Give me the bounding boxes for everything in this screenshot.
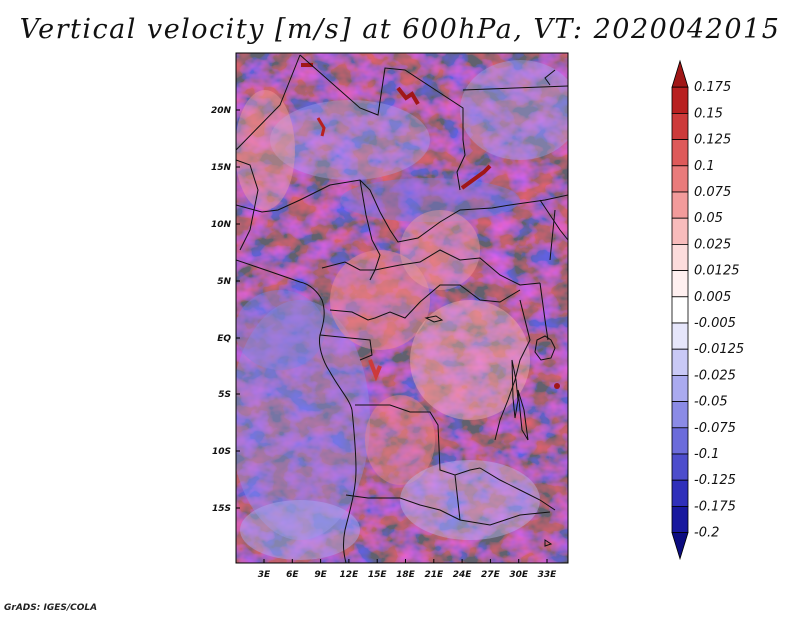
colorbar-label: 0.025 bbox=[694, 237, 731, 252]
colorbar-swatch bbox=[671, 401, 689, 429]
lon-tick-label: 27E bbox=[481, 570, 501, 580]
lat-tick-label: 10N bbox=[211, 220, 232, 230]
lon-tick-label: 24E bbox=[453, 570, 473, 580]
colorbar-label: 0.0125 bbox=[694, 264, 740, 279]
map-frame bbox=[235, 52, 569, 564]
colorbar-label: -0.1 bbox=[694, 447, 719, 462]
colorbar-swatch bbox=[671, 505, 689, 533]
colorbar-swatch bbox=[671, 86, 689, 114]
colorbar-label: 0.05 bbox=[694, 211, 723, 226]
colorbar-label: 0.175 bbox=[694, 80, 731, 95]
lat-tick-label: 5S bbox=[218, 390, 231, 400]
colorbar: 0.175 0.15 0.125 0.1 0.075 0.05 0.025 0.0125 0.0… bbox=[671, 59, 744, 561]
velocity-field bbox=[236, 53, 568, 563]
colorbar-swatch bbox=[671, 139, 689, 167]
lon-tick-label: 30E bbox=[509, 570, 529, 580]
colorbar-swatch bbox=[671, 453, 689, 481]
colorbar-label: 0.075 bbox=[694, 185, 731, 200]
colorbar-label: -0.175 bbox=[694, 499, 736, 514]
colorbar-swatch bbox=[671, 243, 689, 271]
country-borders bbox=[236, 54, 568, 563]
colorbar-label: 0.005 bbox=[694, 290, 731, 305]
colorbar-swatch bbox=[671, 113, 689, 141]
lat-tick-label: EQ bbox=[217, 334, 231, 344]
lon-tick-label: 21E bbox=[424, 570, 444, 580]
lon-tick-label: 12E bbox=[340, 570, 360, 580]
lat-tick-label: 5N bbox=[217, 277, 231, 287]
colorbar-swatch bbox=[671, 348, 689, 376]
colorbar-swatch bbox=[671, 296, 689, 324]
colorbar-swatch bbox=[671, 217, 689, 245]
colorbar-label: 0.15 bbox=[694, 106, 723, 121]
colorbar-swatch bbox=[671, 427, 689, 455]
colorbar-label: -0.025 bbox=[694, 368, 736, 383]
longitude-axis: 3E 6E 9E 12E 15E 18E 21E 24E 27E 30E 33E bbox=[258, 559, 557, 580]
lon-tick-label: 6E bbox=[286, 570, 299, 580]
lat-tick-label: 15S bbox=[212, 504, 231, 514]
lat-tick-label: 15N bbox=[211, 163, 232, 173]
lon-tick-label: 33E bbox=[538, 570, 558, 580]
colorbar-swatch bbox=[671, 479, 689, 507]
colorbar-swatch bbox=[671, 191, 689, 219]
lon-tick-label: 9E bbox=[314, 570, 327, 580]
colorbar-swatch bbox=[671, 270, 689, 298]
lon-tick-label: 15E bbox=[368, 570, 388, 580]
colorbar-label: 0.125 bbox=[694, 133, 731, 148]
colorbar-label: 0.1 bbox=[694, 159, 715, 174]
lat-tick-label: 10S bbox=[212, 447, 231, 457]
colorbar-label: -0.0125 bbox=[694, 342, 744, 357]
colorbar-label: -0.05 bbox=[694, 395, 728, 410]
lat-tick-label: 20N bbox=[211, 106, 232, 116]
colorbar-label: -0.005 bbox=[694, 316, 736, 331]
colorbar-label: -0.125 bbox=[694, 473, 736, 488]
lakes bbox=[424, 315, 556, 547]
lon-tick-label: 3E bbox=[258, 570, 271, 580]
colorbar-swatch bbox=[671, 165, 689, 193]
lon-tick-label: 18E bbox=[396, 570, 416, 580]
colorbar-swatch bbox=[671, 374, 689, 402]
latitude-axis: 20N 15N 10N 5N EQ 5S 10S 15S bbox=[211, 106, 240, 514]
credit-text: GrADS: IGES/COLA bbox=[4, 603, 98, 613]
colorbar-swatch-top-arrow bbox=[671, 59, 689, 88]
colorbar-label: -0.2 bbox=[694, 526, 719, 541]
colorbar-swatch-bottom-arrow bbox=[671, 532, 689, 561]
chart-title: Vertical velocity [m/s] at 600hPa, VT: 2… bbox=[19, 14, 781, 45]
colorbar-swatch bbox=[671, 322, 689, 350]
colorbar-label: -0.075 bbox=[694, 421, 736, 436]
